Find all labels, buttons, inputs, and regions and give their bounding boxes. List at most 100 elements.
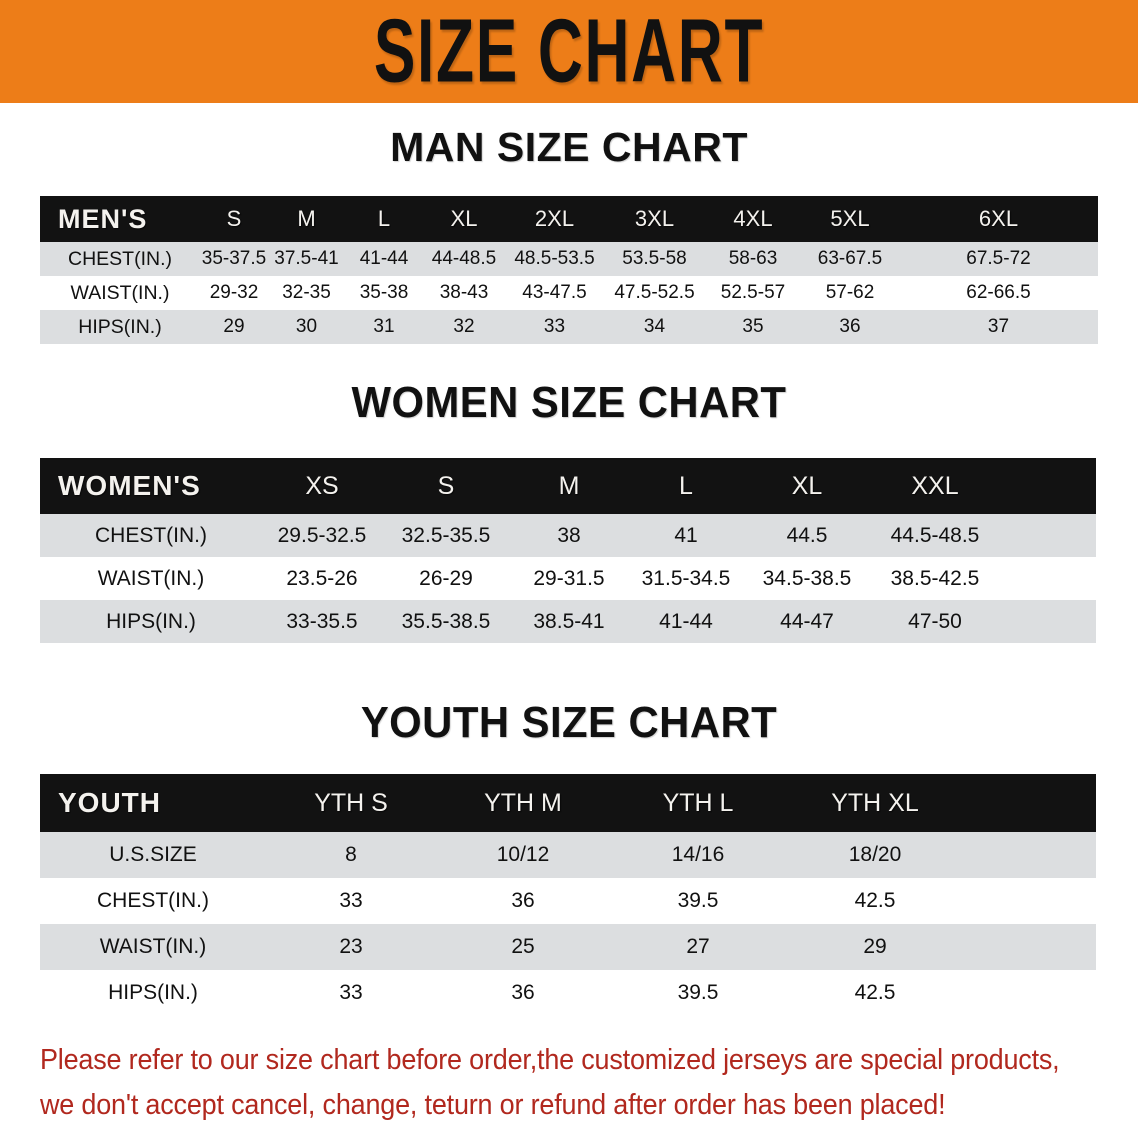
table-cell: 44-48.5	[423, 242, 505, 276]
disclaimer-text: Please refer to our size chart before or…	[40, 1038, 1060, 1128]
table-cell: 36	[436, 878, 610, 924]
table-cell: 29	[200, 310, 268, 344]
table-cell: 41-44	[345, 242, 423, 276]
women-col-xxl: XXL	[870, 458, 1000, 514]
page-title: SIZE CHART	[373, 0, 765, 102]
man-col-4xl: 4XL	[705, 196, 801, 242]
table-cell: 47.5-52.5	[604, 276, 705, 310]
table-cell-spacer	[964, 970, 1096, 1016]
table-cell: 52.5-57	[705, 276, 801, 310]
page-banner: SIZE CHART	[0, 0, 1138, 103]
table-cell: 34	[604, 310, 705, 344]
man-row-label-chest: CHEST(IN.)	[40, 242, 200, 276]
table-cell-spacer	[964, 832, 1096, 878]
table-cell: 48.5-53.5	[505, 242, 604, 276]
table-cell: 41	[628, 514, 744, 557]
table-cell: 8	[266, 832, 436, 878]
table-cell: 27	[610, 924, 786, 970]
table-header-row: MEN'S S M L XL 2XL 3XL 4XL 5XL 6XL	[40, 196, 1098, 242]
table-header-row: YOUTH YTH S YTH M YTH L YTH XL	[40, 774, 1096, 832]
table-cell: 57-62	[801, 276, 899, 310]
table-cell: 37	[899, 310, 1098, 344]
table-row: WAIST(IN.) 23 25 27 29	[40, 924, 1096, 970]
table-cell: 30	[268, 310, 345, 344]
table-cell: 44.5	[744, 514, 870, 557]
table-row: CHEST(IN.) 29.5-32.5 32.5-35.5 38 41 44.…	[40, 514, 1096, 557]
table-row: WAIST(IN.) 29-32 32-35 35-38 38-43 43-47…	[40, 276, 1098, 310]
table-cell-spacer	[1000, 600, 1096, 643]
table-cell: 23.5-26	[262, 557, 382, 600]
women-col-xs: XS	[262, 458, 382, 514]
women-row-label-hips: HIPS(IN.)	[40, 600, 262, 643]
table-cell: 42.5	[786, 970, 964, 1016]
disclaimer-line-1: Please refer to our size chart before or…	[40, 1044, 1060, 1076]
table-cell: 38	[510, 514, 628, 557]
table-cell: 29-32	[200, 276, 268, 310]
table-cell: 25	[436, 924, 610, 970]
table-cell: 33	[266, 970, 436, 1016]
youth-row-label-waist: WAIST(IN.)	[40, 924, 266, 970]
man-size-table: MEN'S S M L XL 2XL 3XL 4XL 5XL 6XL CHEST…	[40, 196, 1098, 344]
table-cell: 43-47.5	[505, 276, 604, 310]
table-row: HIPS(IN.) 33-35.5 35.5-38.5 38.5-41 41-4…	[40, 600, 1096, 643]
table-row: CHEST(IN.) 35-37.5 37.5-41 41-44 44-48.5…	[40, 242, 1098, 276]
table-cell: 36	[436, 970, 610, 1016]
disclaimer-line-2: we don't accept cancel, change, teturn o…	[40, 1089, 946, 1121]
table-cell: 34.5-38.5	[744, 557, 870, 600]
table-cell: 35-38	[345, 276, 423, 310]
table-cell: 44-47	[744, 600, 870, 643]
women-col-s: S	[382, 458, 510, 514]
table-cell-spacer	[1000, 514, 1096, 557]
table-cell-spacer	[964, 924, 1096, 970]
table-cell-spacer	[964, 878, 1096, 924]
women-section-title: WOMEN SIZE CHART	[351, 378, 787, 427]
table-cell: 41-44	[628, 600, 744, 643]
table-cell: 42.5	[786, 878, 964, 924]
man-col-6xl: 6XL	[899, 196, 1098, 242]
youth-col-spacer	[964, 774, 1096, 832]
table-cell: 35.5-38.5	[382, 600, 510, 643]
youth-section-title: YOUTH SIZE CHART	[360, 698, 778, 747]
table-cell: 32.5-35.5	[382, 514, 510, 557]
man-row-label-hips: HIPS(IN.)	[40, 310, 200, 344]
man-section-title: MAN SIZE CHART	[390, 124, 748, 170]
man-row-label-waist: WAIST(IN.)	[40, 276, 200, 310]
table-row: WAIST(IN.) 23.5-26 26-29 29-31.5 31.5-34…	[40, 557, 1096, 600]
table-cell: 58-63	[705, 242, 801, 276]
youth-corner-label: YOUTH	[40, 774, 266, 832]
table-cell: 32-35	[268, 276, 345, 310]
table-cell: 38-43	[423, 276, 505, 310]
women-corner-label: WOMEN'S	[40, 458, 262, 514]
women-col-xl: XL	[744, 458, 870, 514]
youth-row-label-us-size: U.S.SIZE	[40, 832, 266, 878]
women-size-table: WOMEN'S XS S M L XL XXL CHEST(IN.) 29.5-…	[40, 458, 1096, 643]
table-row: CHEST(IN.) 33 36 39.5 42.5	[40, 878, 1096, 924]
table-cell: 32	[423, 310, 505, 344]
table-cell: 67.5-72	[899, 242, 1098, 276]
table-cell: 29.5-32.5	[262, 514, 382, 557]
table-cell: 18/20	[786, 832, 964, 878]
table-cell: 36	[801, 310, 899, 344]
table-cell: 53.5-58	[604, 242, 705, 276]
youth-row-label-hips: HIPS(IN.)	[40, 970, 266, 1016]
youth-row-label-chest: CHEST(IN.)	[40, 878, 266, 924]
table-cell: 31.5-34.5	[628, 557, 744, 600]
table-cell: 29	[786, 924, 964, 970]
table-cell: 33	[266, 878, 436, 924]
man-col-3xl: 3XL	[604, 196, 705, 242]
table-row: U.S.SIZE 8 10/12 14/16 18/20	[40, 832, 1096, 878]
women-row-label-waist: WAIST(IN.)	[40, 557, 262, 600]
table-cell-spacer	[1000, 557, 1096, 600]
table-cell: 39.5	[610, 970, 786, 1016]
table-cell: 33	[505, 310, 604, 344]
table-row: HIPS(IN.) 29 30 31 32 33 34 35 36 37	[40, 310, 1098, 344]
table-cell: 29-31.5	[510, 557, 628, 600]
women-row-label-chest: CHEST(IN.)	[40, 514, 262, 557]
table-cell: 38.5-42.5	[870, 557, 1000, 600]
table-cell: 39.5	[610, 878, 786, 924]
table-cell: 62-66.5	[899, 276, 1098, 310]
table-cell: 26-29	[382, 557, 510, 600]
women-col-m: M	[510, 458, 628, 514]
table-cell: 10/12	[436, 832, 610, 878]
